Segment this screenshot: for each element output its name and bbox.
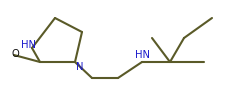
- Text: HN: HN: [20, 40, 35, 50]
- Text: O: O: [11, 49, 19, 59]
- Text: HN: HN: [135, 50, 150, 60]
- Text: N: N: [76, 62, 84, 72]
